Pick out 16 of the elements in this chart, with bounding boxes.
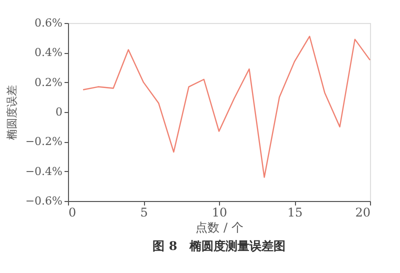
y-tick-label: 0.6% [34, 16, 62, 30]
x-tick-label: 5 [140, 206, 148, 220]
line-series [82, 36, 371, 178]
y-tick-label: 0.2% [34, 76, 62, 89]
y-tick-label: 0 [56, 106, 62, 118]
x-axis-title: 点数 / 个 [196, 220, 244, 234]
y-tick-label: 0.4% [34, 46, 62, 60]
x-tick-label: 15 [287, 206, 303, 220]
x-tick-label: 10 [212, 206, 228, 220]
x-tick-label: 0 [68, 206, 76, 220]
x-tick-label: 20 [355, 206, 370, 220]
y-tick-label: −0.6% [25, 194, 62, 208]
y-axis-title: 椭圆度误差 [5, 85, 18, 140]
y-tick-label: −0.2% [25, 135, 62, 148]
caption: 图 8 椭圆度测量误差图 [152, 239, 286, 253]
y-tick-label: −0.4% [25, 164, 62, 178]
